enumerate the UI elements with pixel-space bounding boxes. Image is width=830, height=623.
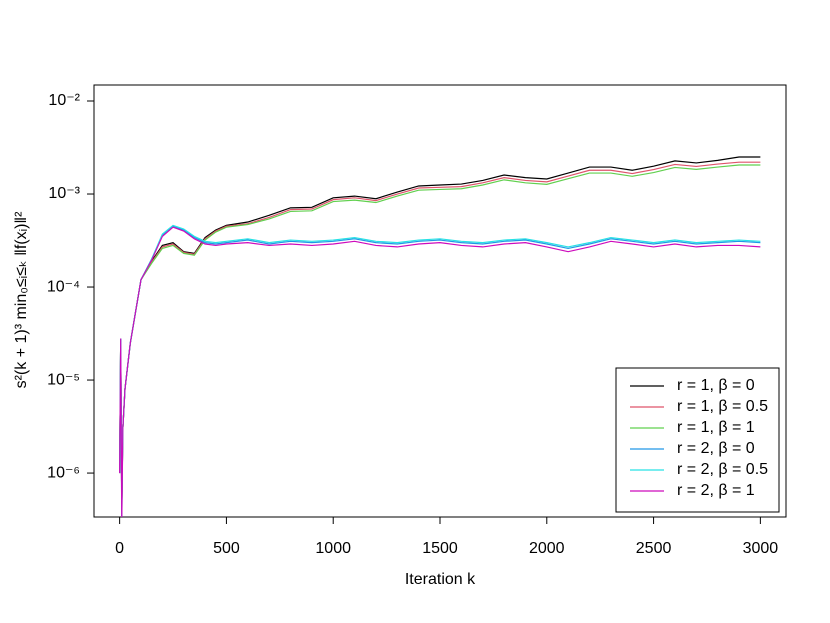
legend-label: r = 2, β = 1 xyxy=(677,482,755,499)
x-tick-label: 500 xyxy=(213,540,240,557)
legend-label: r = 1, β = 1 xyxy=(677,419,755,436)
legend-box xyxy=(615,367,780,513)
y-tick-label: 10⁻⁶ xyxy=(47,464,80,481)
x-tick-label: 2500 xyxy=(636,540,672,557)
legend-label: r = 2, β = 0 xyxy=(677,440,755,457)
y-tick-label: 10⁻⁴ xyxy=(47,278,80,295)
series-line xyxy=(119,226,761,517)
plot-lines xyxy=(119,156,761,517)
legend-label: r = 2, β = 0.5 xyxy=(677,461,768,478)
x-tick-label: 2000 xyxy=(529,540,565,557)
legend-label: r = 1, β = 0.5 xyxy=(677,398,768,415)
legend-label: r = 1, β = 0 xyxy=(677,377,755,394)
x-tick-label: 1000 xyxy=(315,540,351,557)
x-tick-label: 0 xyxy=(115,540,124,557)
x-tick-label: 3000 xyxy=(743,540,779,557)
y-tick-label: 10⁻³ xyxy=(48,185,80,202)
y-tick-label: 10⁻² xyxy=(48,92,80,109)
x-tick-label: 1500 xyxy=(422,540,458,557)
x-axis-title: Iteration k xyxy=(405,571,476,588)
series-line xyxy=(119,164,761,511)
y-tick-label: 10⁻⁵ xyxy=(47,371,80,388)
y-axis-title: s²(k + 1)³ min₀≤ᵢ≤ₖ ‖f(xᵢ)‖² xyxy=(13,211,30,388)
